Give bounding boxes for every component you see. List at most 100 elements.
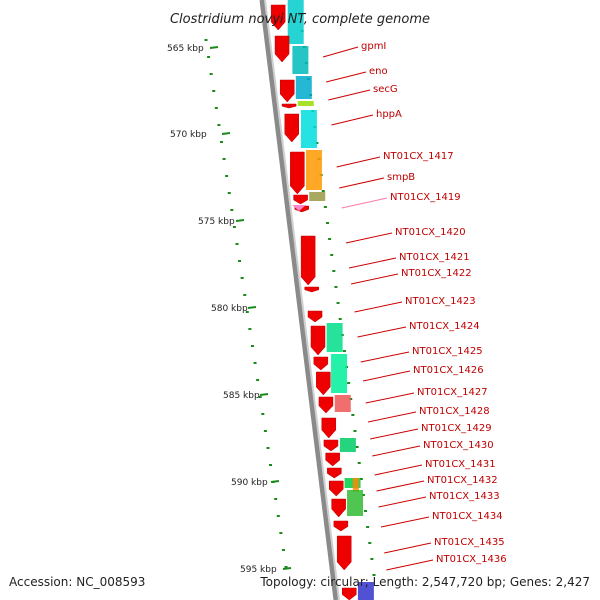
gene-label: NT01CX_1426 — [413, 365, 484, 376]
kbp-tick-label: 585 kbp — [223, 391, 260, 401]
gene-arrows — [270, 4, 357, 600]
gene-arrow — [328, 480, 344, 497]
gene-arrow — [325, 452, 340, 467]
leader-line — [322, 46, 359, 58]
gene-arrow — [270, 4, 286, 31]
kbp-tick-label: 575 kbp — [198, 217, 235, 227]
gene-arrow — [281, 103, 297, 109]
leader-line — [331, 114, 374, 126]
kbp-tick-label: 565 kbp — [167, 44, 204, 54]
gene-arrow-faded — [292, 205, 306, 211]
backbone-line — [259, 0, 339, 600]
cog-block — [339, 438, 356, 452]
kbp-ticks: 565 kbp 570 kbp 575 kbp 580 kbp 585 kbp 590 k… — [167, 44, 292, 575]
gene-arrow — [323, 439, 339, 452]
gene-label: NT01CX_1427 — [417, 387, 488, 398]
leader-line — [367, 411, 417, 423]
kbp-tick-label: 590 kbp — [231, 478, 268, 488]
backbone-highlight — [264, 0, 340, 600]
gene-label: eno — [369, 66, 388, 77]
leader-line — [370, 428, 419, 440]
gene-label: hppA — [376, 109, 402, 120]
cog-block — [331, 354, 348, 393]
leader-line — [350, 273, 399, 285]
gene-label: NT01CX_1425 — [412, 346, 483, 357]
kbp-tick-mark — [270, 480, 280, 483]
cog-block — [305, 150, 322, 190]
gene-label: secG — [373, 84, 398, 95]
leader-line — [345, 232, 393, 244]
leader-line — [341, 197, 388, 209]
gene-label: NT01CX_1432 — [427, 475, 498, 486]
gene-label: NT01CX_1434 — [432, 511, 503, 522]
gene-label: NT01CX_1431 — [425, 459, 496, 470]
gene-arrow — [310, 325, 326, 356]
leader-line — [362, 370, 411, 382]
kbp-tick-label: 595 kbp — [240, 565, 277, 575]
leader-line — [348, 257, 397, 269]
gene-arrow — [304, 286, 319, 293]
cog-category-blocks — [287, 0, 374, 600]
cog-block — [352, 478, 359, 492]
kbp-tick-mark — [282, 567, 292, 570]
cog-block — [297, 101, 314, 106]
cog-block — [292, 46, 309, 74]
gene-arrow — [279, 79, 295, 103]
kbp-tick-mark — [209, 46, 219, 49]
gene-arrow — [313, 356, 329, 371]
cog-block — [334, 395, 351, 412]
leader-line — [326, 71, 367, 83]
gene-label: NT01CX_1430 — [423, 440, 494, 451]
gene-arrow — [321, 417, 337, 439]
cog-block — [295, 76, 312, 99]
gene-arrow — [307, 310, 323, 323]
topology-text: Topology: circular; Length: 2,547,720 bp… — [259, 575, 590, 589]
genome-backbone — [259, 0, 340, 600]
gene-label: NT01CX_1429 — [421, 423, 492, 434]
gene-arrow — [333, 520, 349, 532]
gene-label: NT01CX_1417 — [383, 151, 454, 162]
gene-arrow — [284, 113, 300, 143]
kbp-tick-mark — [235, 219, 245, 222]
gene-label: NT01CX_1436 — [436, 554, 507, 565]
kbp-tick-label: 570 kbp — [170, 130, 207, 140]
leader-line — [374, 464, 423, 476]
leader-line — [372, 445, 421, 457]
kbp-tick-mark — [247, 306, 257, 309]
gene-arrow — [331, 498, 346, 518]
gene-arrow — [327, 467, 342, 479]
kbp-tick-label: 580 kbp — [211, 304, 248, 314]
gene-label: NT01CX_1420 — [395, 227, 466, 238]
gene-arrow — [300, 235, 316, 286]
leader-line — [339, 177, 385, 189]
leader-line — [360, 351, 410, 363]
cog-block — [344, 478, 361, 488]
gene-arrow — [290, 151, 305, 195]
gene-label: NT01CX_1423 — [405, 296, 476, 307]
leader-line — [376, 480, 425, 492]
leader-line — [380, 516, 430, 528]
leader-line — [365, 392, 415, 404]
leader-line — [378, 496, 427, 508]
gene-label: smpB — [387, 172, 415, 183]
gene-arrow — [336, 535, 352, 571]
kbp-tick-mark — [221, 132, 231, 135]
cog-block — [326, 323, 343, 352]
gene-label: NT01CX_1419 — [390, 192, 461, 203]
gene-arrow — [318, 396, 334, 414]
gene-arrow — [342, 587, 357, 600]
cog-block — [287, 0, 304, 44]
gene-label: NT01CX_1433 — [429, 491, 500, 502]
leader-line — [354, 301, 403, 313]
gene-label: NT01CX_1435 — [434, 537, 505, 548]
cog-block — [347, 490, 364, 516]
gene-label: NT01CX_1428 — [419, 406, 490, 417]
gene-label: NT01CX_1424 — [409, 321, 480, 332]
leader-line — [386, 559, 434, 571]
gene-arrow — [293, 194, 308, 205]
gene-arrow — [274, 35, 290, 63]
gene-labels: gpmI eno secG hppA NT01CX_1417 smpB NT01CX_141… — [322, 41, 507, 571]
gene-arrow — [316, 371, 331, 396]
gene-label: NT01CX_1422 — [401, 268, 472, 279]
